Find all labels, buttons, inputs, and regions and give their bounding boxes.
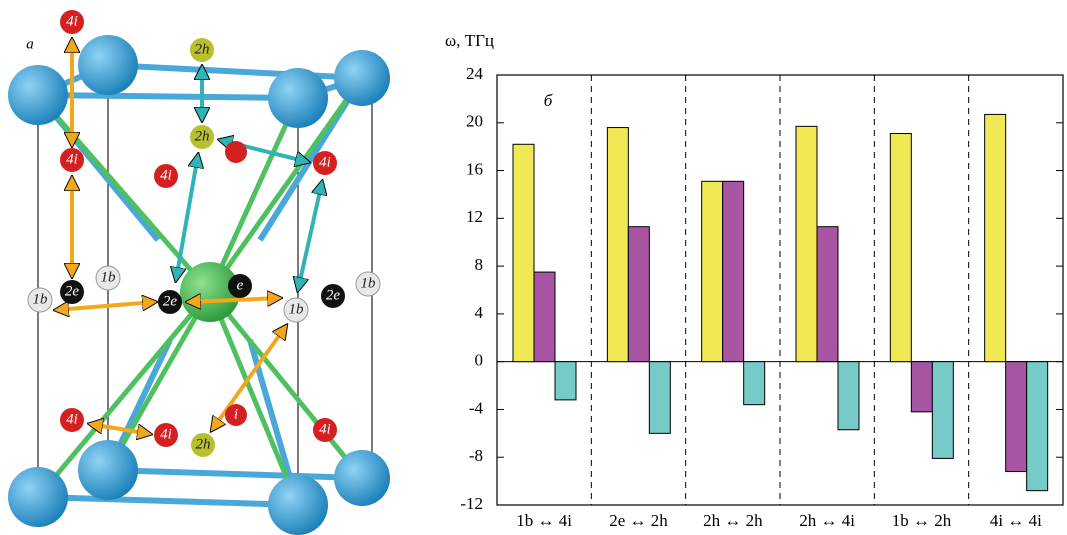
atom-label: 2h <box>196 436 211 452</box>
bar-chart: ω, ТГц б -12 -8 -4 0 4 8 12 16 20 24 1b ↔ 4i 2e ↔ 2… <box>445 31 1063 530</box>
bar <box>628 227 649 362</box>
atom-label: 4i <box>319 421 331 437</box>
bar <box>649 362 670 434</box>
bar <box>607 128 628 362</box>
y-tick-label: 4 <box>475 303 484 322</box>
bar <box>796 126 817 361</box>
y-tick-label: -12 <box>460 494 483 513</box>
bar <box>1006 362 1027 472</box>
figure: a 4i 2h 2h 4i 4i 4i 1b 2e 1b 2e e 1b 2e … <box>0 0 1067 535</box>
atom-label: 2e <box>326 287 341 303</box>
bar <box>534 272 555 362</box>
atom-label: 2h <box>195 41 210 57</box>
bar <box>744 362 765 405</box>
atom-label: 1b <box>361 275 377 291</box>
x-tick-label: 2e ↔ 2h <box>609 511 668 530</box>
bar <box>890 134 911 362</box>
bar <box>932 362 953 459</box>
atom-label: 1b <box>101 269 117 285</box>
atom-label: 2e <box>163 293 178 309</box>
atom-label: 4i <box>160 167 172 183</box>
atom-label: 2e <box>65 283 80 299</box>
bar <box>838 362 859 430</box>
x-tick-label: 1b ↔ 2h <box>892 511 952 530</box>
bar <box>911 362 932 412</box>
bar <box>723 181 744 361</box>
bar <box>1027 362 1048 491</box>
y-tick-label: 8 <box>475 255 484 274</box>
panel-label: a <box>26 36 34 52</box>
crystal-structure: a 4i 2h 2h 4i 4i 4i 1b 2e 1b 2e e 1b 2e … <box>8 10 390 535</box>
bar <box>817 227 838 362</box>
y-tick-label: -8 <box>469 446 483 465</box>
atom-label: 4i <box>66 151 78 167</box>
x-tick-label: 1b ↔ 4i <box>516 511 572 530</box>
atom-label: 4i <box>66 13 78 29</box>
bar <box>985 114 1006 361</box>
bar <box>702 181 723 361</box>
atom-label: 4i <box>160 426 172 442</box>
x-tick-label: 4i ↔ 4i <box>990 511 1042 530</box>
atom-label: 2h <box>195 128 210 144</box>
y-tick-label: 16 <box>466 159 483 178</box>
x-tick-label: 2h ↔ 2h <box>703 511 763 530</box>
y-tick-label: 24 <box>466 64 484 83</box>
x-tick-label: 2h ↔ 4i <box>799 511 855 530</box>
atom-label: i <box>234 406 238 422</box>
bar <box>513 144 534 361</box>
atom-label: 4i <box>66 411 78 427</box>
panel-label: б <box>544 91 553 110</box>
y-tick-label: 0 <box>475 351 484 370</box>
y-tick-label: -4 <box>469 398 484 417</box>
bar <box>555 362 576 400</box>
y-tick-label: 12 <box>466 207 483 226</box>
atom-label: 1b <box>289 301 305 317</box>
atom-label: e <box>237 277 244 293</box>
y-tick-label: 20 <box>466 112 483 131</box>
y-axis-label: ω, ТГц <box>445 31 494 50</box>
atom-label: 4i <box>319 154 331 170</box>
atom-label: 1b <box>33 291 49 307</box>
